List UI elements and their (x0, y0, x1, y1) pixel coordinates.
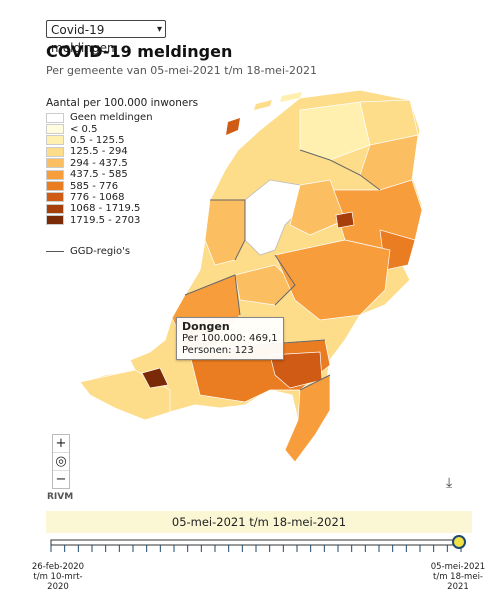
legend-item: 1719.5 - 2703 (46, 215, 198, 226)
tooltip-municipality: Dongen (182, 320, 230, 333)
region-dark-south (141, 367, 169, 389)
time-slider-track[interactable] (40, 534, 480, 564)
legend-ggd-label: GGD-regio's (70, 246, 131, 257)
legend-swatch (46, 181, 64, 192)
legend-swatch (46, 169, 64, 180)
region-flevoland (289, 179, 346, 236)
legend-label: 437.5 - 585 (70, 169, 128, 181)
legend-swatch (46, 124, 64, 135)
slider-handle[interactable] (452, 535, 466, 549)
zoom-out-button[interactable]: − (55, 472, 67, 487)
legend-swatch (46, 215, 64, 226)
legend-ggd-region: GGD-regio's (46, 246, 130, 257)
legend-label: Geen meldingen (70, 112, 153, 124)
ijsselmeer-water (244, 179, 301, 256)
tooltip-persons: Personen: 123 (182, 345, 254, 356)
legend-label: 125.5 - 294 (70, 146, 128, 158)
legend-label: 1068 - 1719.5 (70, 203, 141, 215)
wadden-island-texel (226, 118, 240, 135)
legend-swatch (46, 135, 64, 146)
tooltip-per-100000: Per 100.000: 469,1 (182, 333, 278, 344)
zoom-in-button[interactable]: + (53, 435, 69, 453)
legend-swatch (46, 192, 64, 203)
period-label: 05-mei-2021 t/m 18-mei-2021 (46, 511, 472, 533)
legend-label: 585 - 776 (70, 180, 119, 192)
legend-swatch (46, 146, 64, 157)
slider-start-label: 26-feb-2020 t/m 10-mrt-2020 (31, 562, 85, 592)
legend-item: 0.5 - 125.5 (46, 135, 198, 146)
legend-swatch (46, 112, 64, 123)
legend-item: 1068 - 1719.5 (46, 203, 198, 214)
legend-item: 585 - 776 (46, 180, 198, 192)
locate-icon[interactable]: ◎ (53, 453, 69, 471)
ggd-line-symbol (46, 251, 64, 252)
region-limburg (284, 374, 331, 463)
legend-swatch (46, 158, 64, 169)
legend-item: 125.5 - 294 (46, 146, 198, 157)
legend-label: < 0.5 (70, 123, 98, 135)
legend-item: < 0.5 (46, 123, 198, 135)
dataset-select[interactable]: Covid-19 meldingen ▾ (46, 20, 166, 55)
legend-item: 776 - 1068 (46, 192, 198, 203)
chevron-down-icon: ▾ (156, 24, 162, 35)
region-dark-east (335, 211, 355, 229)
legend-label: 776 - 1068 (70, 191, 125, 203)
legend-label: 0.5 - 125.5 (70, 134, 125, 146)
legend-items: Geen meldingen < 0.5 0.5 - 125.5 125.5 - 29… (46, 112, 198, 226)
legend-item: 294 - 437.5 (46, 158, 198, 169)
map-tooltip: Dongen Per 100.000: 469,1 Personen: 123 (176, 317, 284, 360)
choropleth-map[interactable] (60, 90, 440, 470)
page-title: COVID-19 meldingen (46, 42, 233, 61)
legend-label: 1719.5 - 2703 (70, 214, 141, 226)
region-brabant-east (269, 351, 323, 389)
attribution: RIVM (47, 492, 74, 502)
slider-rail (50, 539, 462, 546)
zoom-controls: + ◎ − (52, 434, 70, 489)
legend-label: 294 - 437.5 (70, 157, 128, 169)
map-legend: Aantal per 100.000 inwoners Geen melding… (46, 97, 198, 226)
download-icon[interactable]: ⤓ (446, 475, 453, 491)
legend-item: Geen meldingen (46, 112, 198, 123)
page-subtitle: Per gemeente van 05-mei-2021 t/m 18-mei-… (46, 64, 317, 77)
legend-title: Aantal per 100.000 inwoners (46, 97, 199, 109)
slider-end-label: 05-mei-2021 t/m 18-mei-2021 (430, 562, 486, 592)
time-slider[interactable]: 26-feb-2020 t/m 10-mrt-2020 05-mei-2021 … (32, 534, 485, 614)
legend-item: 437.5 - 585 (46, 169, 198, 180)
wadden-island-vlieland (254, 100, 272, 110)
wadden-island-terschelling (280, 92, 302, 102)
legend-swatch (46, 203, 64, 214)
region-friesland (299, 101, 371, 161)
dataset-select-value: Covid-19 meldingen (51, 23, 115, 55)
slider-ticks (50, 545, 462, 552)
region-gelderland (274, 239, 391, 321)
